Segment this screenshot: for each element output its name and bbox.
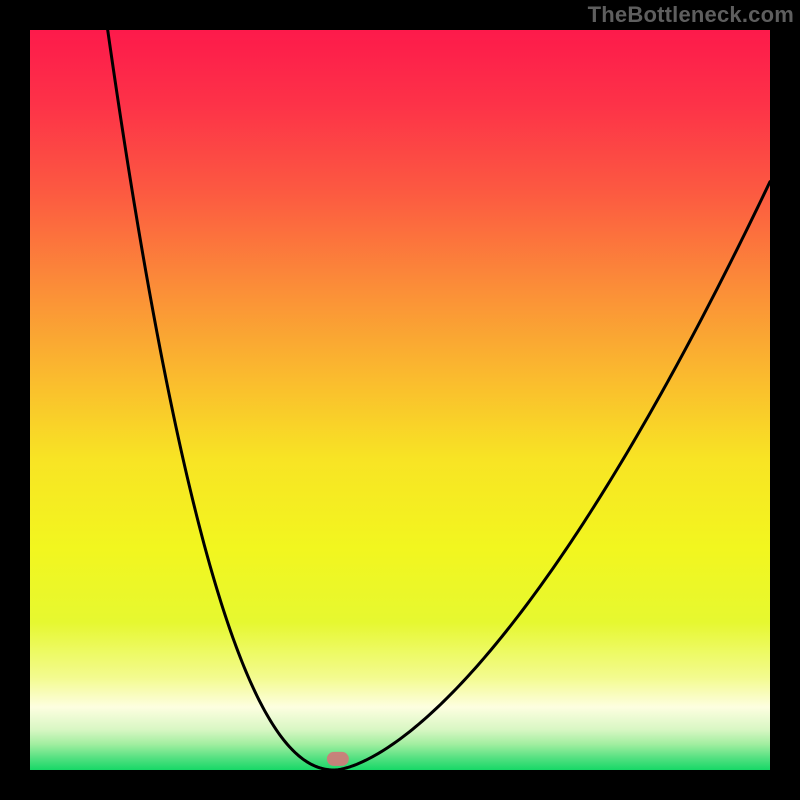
watermark-text: TheBottleneck.com (588, 2, 794, 28)
chart-frame: TheBottleneck.com (0, 0, 800, 800)
chart-svg (0, 0, 800, 800)
vertex-marker (327, 752, 349, 766)
